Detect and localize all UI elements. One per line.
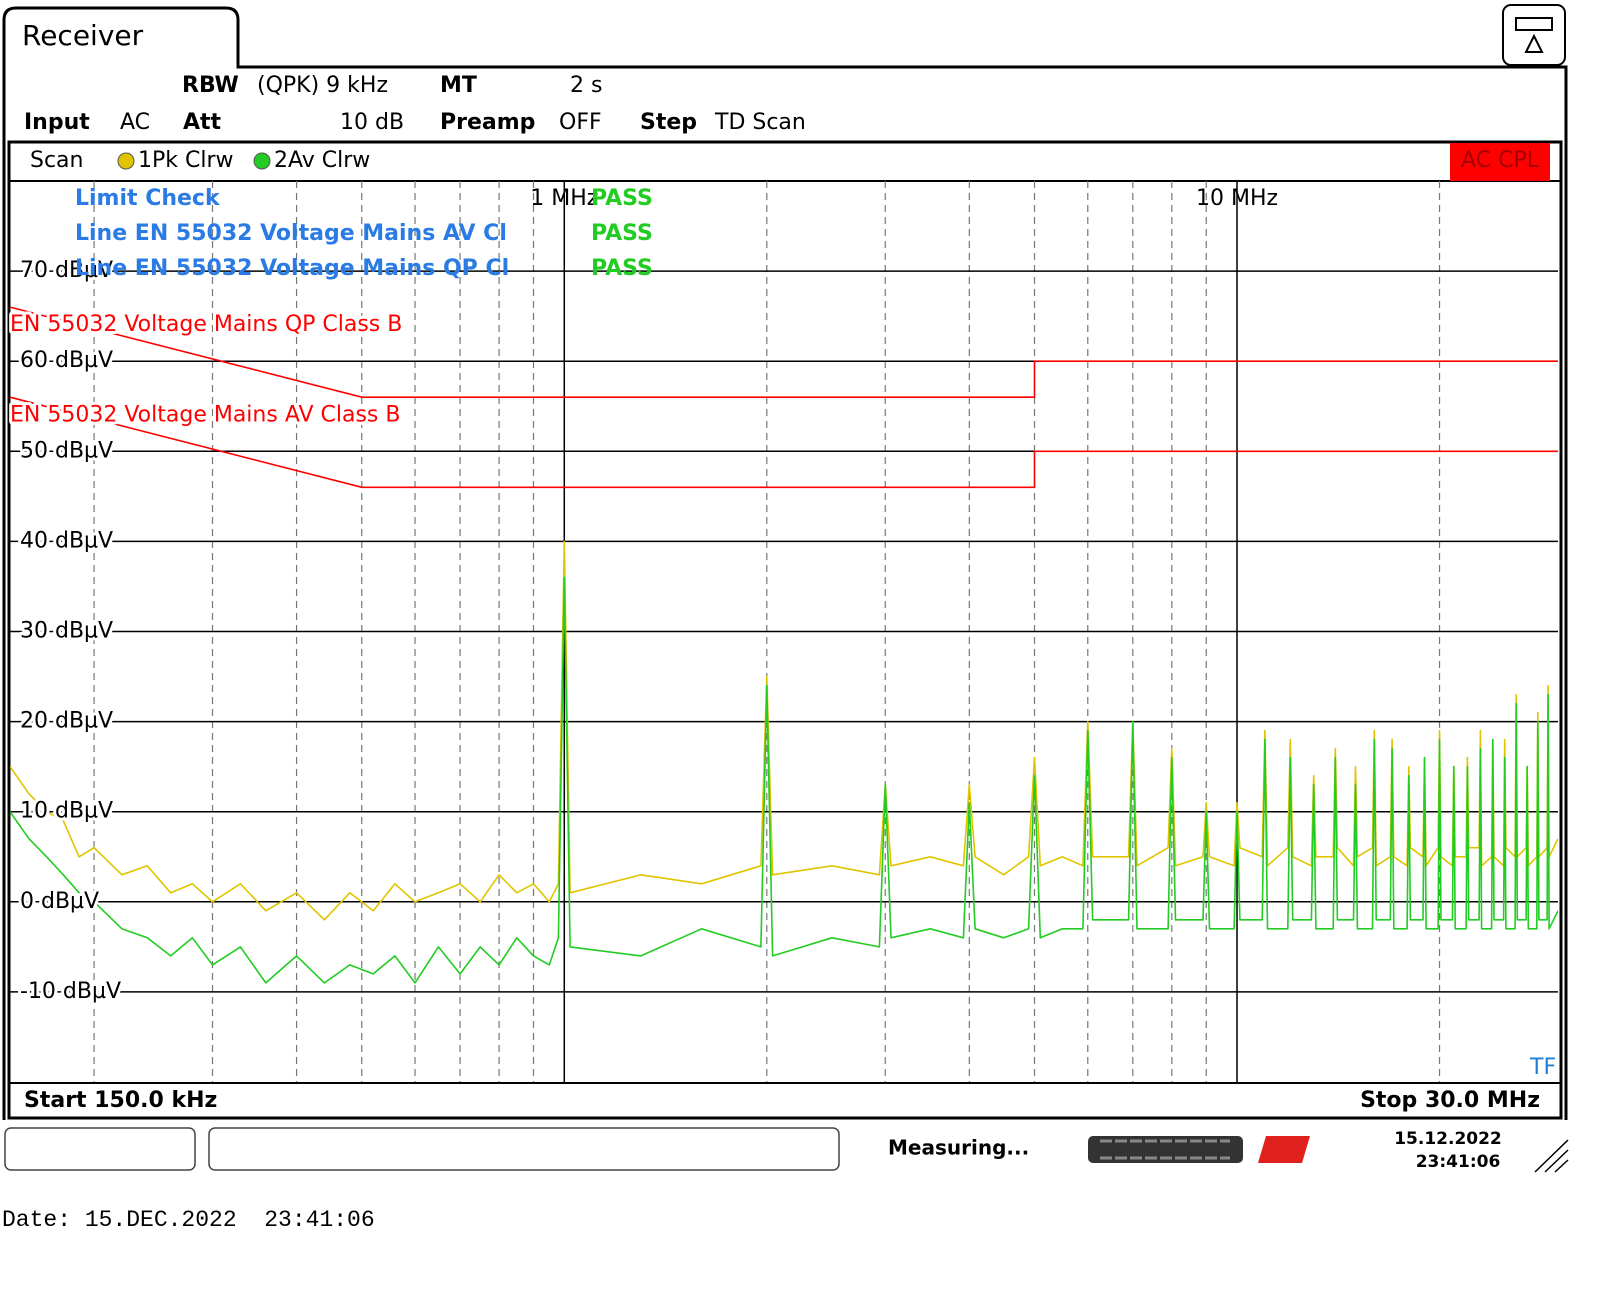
progress-segments [1100,1139,1230,1160]
limit-check-name: Line EN 55032 Voltage Mains QP Cl [75,256,509,281]
y-tick-label: 10 dBµV [20,799,113,824]
diagram-frame [7,140,1563,1120]
y-tick-label: 20 dBµV [20,709,113,734]
status-time: 23:41:06 [1416,1152,1501,1172]
tab-frame [2,6,1568,1120]
footer-date: Date: 15.DEC.2022 23:41:06 [2,1207,375,1233]
setting-value: OFF [559,110,602,135]
tab-title[interactable]: Receiver [22,19,144,52]
legend-swatch [253,152,271,170]
y-tick-label: 40 dBµV [20,528,113,553]
trace [10,576,1558,984]
x-tick-label: 10 MHz [1196,186,1278,211]
badge-text: AC CPL [1461,148,1540,173]
setting-value: (QPK) 9 kHz [257,73,388,98]
setting-label: Input [24,110,90,135]
status-text: Measuring... [888,1136,1029,1160]
setting-label: MT [440,73,477,98]
softkey-box[interactable] [4,1127,196,1171]
limit-check-name: Line EN 55032 Voltage Mains AV Cl [75,221,507,246]
limit-check-result: PASS [591,256,653,281]
limit-check-result: PASS [591,221,653,246]
setting-label: Att [183,110,222,135]
y-tick-label: 0 dBµV [20,889,99,914]
badge [1450,143,1550,181]
limit-line [9,396,1558,489]
marker: TF [1529,1055,1556,1080]
setting-value: 10 dB [340,110,404,135]
progress-bar [1088,1136,1243,1163]
limit-check-result: PASS [591,186,653,211]
y-tick-label: 60 dBµV [20,348,113,373]
setting-value: AC [120,110,150,135]
y-tick-label: -10 dBµV [20,979,121,1004]
icon-part [1524,33,1544,53]
y-tick-label: 50 dBµV [20,438,113,463]
lxi-logo [1258,1136,1310,1163]
resize-grip [1534,1139,1569,1173]
limit-check-title: Limit Check [75,186,221,211]
x-tick-label: 1 MHz [530,186,598,211]
legend-swatch [117,152,135,170]
legend-label: 2Av Clrw [274,148,370,173]
status-date: 15.12.2022 [1394,1129,1502,1149]
message-box [208,1127,840,1171]
limit-line-label: EN 55032 Voltage Mains QP Class B [10,312,402,337]
trace-header: Scan [30,148,84,173]
legend-label: 1Pk Clrw [138,148,234,173]
limit-line [9,306,1558,398]
setting-label: RBW [182,73,239,98]
setting-value: TD Scan [714,110,806,135]
y-tick-label: 70 dBµV [20,258,113,283]
stop-label: Stop 30.0 MHz [1360,1088,1540,1113]
y-tick-label: 30 dBµV [20,619,113,644]
setting-value: 2 s [570,73,602,98]
start-label: Start 150.0 kHz [24,1088,217,1113]
setting-label: Step [640,110,697,135]
setting-label: Preamp [440,110,535,135]
limit-line-label: EN 55032 Voltage Mains AV Class B [10,402,400,427]
icon-part [1515,17,1553,31]
